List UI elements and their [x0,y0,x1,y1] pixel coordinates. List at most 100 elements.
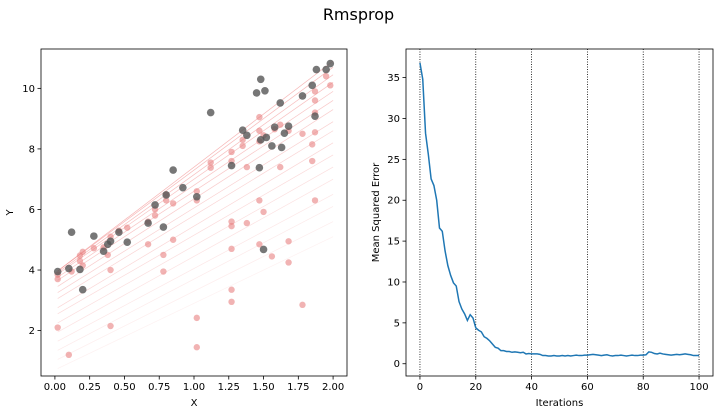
mse-curve [419,62,700,357]
y-tick-label: 2 [29,326,35,337]
trajectory-point [107,266,114,274]
trajectory-point [256,241,263,248]
data-point [159,223,168,231]
trajectory-point [311,197,319,204]
fit-line [57,74,334,273]
data-point [53,267,62,276]
x-tick-label: 1.25 [218,382,240,393]
data-point [326,59,335,68]
scatter-points-group [53,59,335,359]
data-point [259,245,268,254]
data-point [206,108,215,117]
data-point [256,75,265,84]
fit-lines-group [57,60,334,369]
left-y-axis: 2 4 6 8 10 [22,84,41,337]
x-tick-label: 100 [689,382,708,393]
data-point [268,142,276,150]
data-point [312,65,321,74]
x-tick-label: 0.25 [79,382,101,393]
trajectory-point [285,259,292,266]
trajectory-point [309,157,316,165]
fit-line [57,206,334,351]
left-x-axis-label: X [191,398,198,409]
data-point [144,219,152,227]
trajectory-point [65,351,73,359]
fit-line [57,236,334,369]
trajectory-point [256,197,263,204]
data-point [169,166,177,174]
y-tick-label: 30 [387,114,400,125]
fit-line [57,154,334,315]
y-tick-label: 8 [29,144,35,155]
x-tick-label: 1.50 [252,382,274,393]
trajectory-point [277,163,284,171]
x-tick-label: 0.50 [113,382,135,393]
x-tick-label: 2.00 [322,382,344,393]
data-point [78,285,87,294]
fit-line [57,194,334,342]
left-y-axis-label: Y [5,209,16,217]
y-tick-label: 5 [394,318,400,329]
trajectory-point [207,164,214,171]
trajectory-point [193,188,200,195]
trajectory-point [79,248,86,256]
iteration-gridlines-group [419,49,700,376]
data-point [67,228,76,236]
trajectory-point [169,200,177,207]
data-point [308,81,317,90]
fit-line [57,130,334,299]
trajectory-point [169,236,177,243]
data-point [192,192,201,201]
data-point [65,264,73,273]
y-tick-label: 0 [394,359,400,370]
x-tick-label: 20 [469,382,482,393]
y-tick-label: 20 [387,196,400,207]
trajectory-point [193,314,200,322]
data-point [255,163,264,172]
trajectory-point [228,148,235,156]
trajectory-point [90,245,98,252]
data-point [123,238,132,246]
fit-line [57,66,334,272]
data-point [162,191,170,199]
trajectory-point [160,268,167,275]
fit-line [57,91,334,278]
data-point [284,122,293,131]
data-point [322,65,330,74]
trajectory-point [322,73,330,80]
data-point [90,232,98,240]
data-point [179,183,187,192]
trajectory-point [162,197,170,204]
data-point [277,143,286,152]
trajectory-point [311,88,319,95]
trajectory-point [151,212,159,219]
left-x-axis: 0.00 0.25 0.50 0.75 1.00 1.25 1.50 1.75 2.00 [44,376,344,393]
y-tick-label: 6 [29,205,35,216]
trajectory-point [311,97,319,104]
data-point [115,228,123,236]
data-point [280,129,289,137]
x-tick-label: 80 [637,382,650,393]
x-tick-label: 0.00 [44,382,66,393]
fit-line [57,166,334,324]
trajectory-point [107,322,114,330]
trajectory-point [311,129,319,136]
y-tick-label: 15 [387,237,400,248]
right-plot-frame [405,48,714,377]
data-point [238,126,247,134]
y-tick-label: 25 [387,155,400,166]
data-point [298,92,307,100]
trajectory-point [228,286,235,293]
fit-line [57,142,334,309]
data-point [262,133,271,142]
trajectory-point [228,245,235,253]
trajectory-point [144,241,152,248]
mse-line-plot: 0 20 40 60 80 100 0 5 10 15 20 25 30 35 Iterations M… [371,48,714,409]
fit-line [57,221,334,360]
y-tick-label: 35 [387,73,400,84]
trajectory-point [228,218,235,225]
x-tick-label: 1.00 [183,382,205,393]
y-tick-label: 10 [22,84,35,95]
